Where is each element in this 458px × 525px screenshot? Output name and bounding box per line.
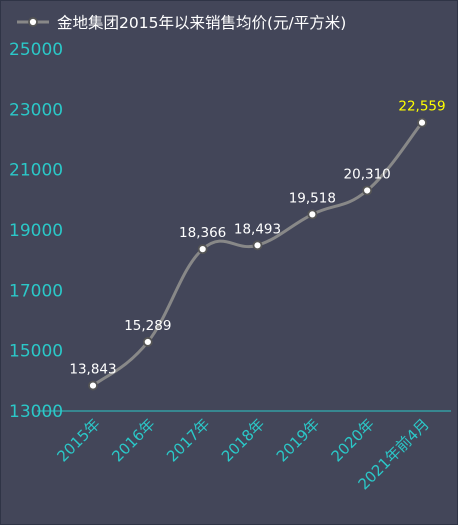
data-labels: 13,843 15,289 18,366 18,493 19,518 20,310 22,5… [69, 99, 445, 378]
data-point-marker [197, 244, 208, 255]
data-label: 18,493 [234, 221, 281, 237]
data-point-marker [417, 117, 427, 128]
data-label: 13,843 [69, 362, 116, 378]
data-point-marker [88, 380, 98, 391]
data-label: 20,310 [344, 166, 391, 182]
legend-label: 金地集团2015年以来销售均价(元/平方米) [57, 14, 346, 32]
data-label: 19,518 [289, 190, 336, 206]
x-tick-label: 2016年 [108, 415, 158, 465]
data-label: 18,366 [179, 225, 226, 241]
y-tick-label: 15000 [9, 342, 63, 362]
y-tick-label: 13000 [9, 402, 63, 422]
x-tick-label: 2018年 [218, 415, 268, 465]
x-tick-label: 2017年 [163, 415, 213, 465]
data-point-marker [252, 240, 263, 251]
data-point-marker [362, 185, 373, 196]
data-label: 15,289 [124, 318, 171, 334]
legend: 金地集团2015年以来销售均价(元/平方米) [17, 14, 346, 32]
legend-marker-swatch [28, 17, 38, 27]
y-tick-label: 21000 [9, 161, 63, 181]
y-tick-label: 17000 [9, 281, 63, 301]
data-label: 22,559 [398, 99, 445, 115]
x-tick-label: 2020年 [328, 415, 378, 465]
series-line [91, 121, 424, 388]
series-layer [88, 117, 427, 391]
y-tick-label: 25000 [9, 40, 63, 60]
y-tick-label: 23000 [9, 100, 63, 120]
x-tick-label: 2019年 [273, 415, 323, 465]
data-point-marker [142, 337, 153, 347]
y-tick-label: 19000 [9, 221, 63, 241]
y-axis: 13000 15000 17000 19000 21000 23000 25000 [9, 40, 63, 422]
data-point-marker [307, 209, 318, 220]
x-tick-label: 2015年 [53, 415, 103, 465]
